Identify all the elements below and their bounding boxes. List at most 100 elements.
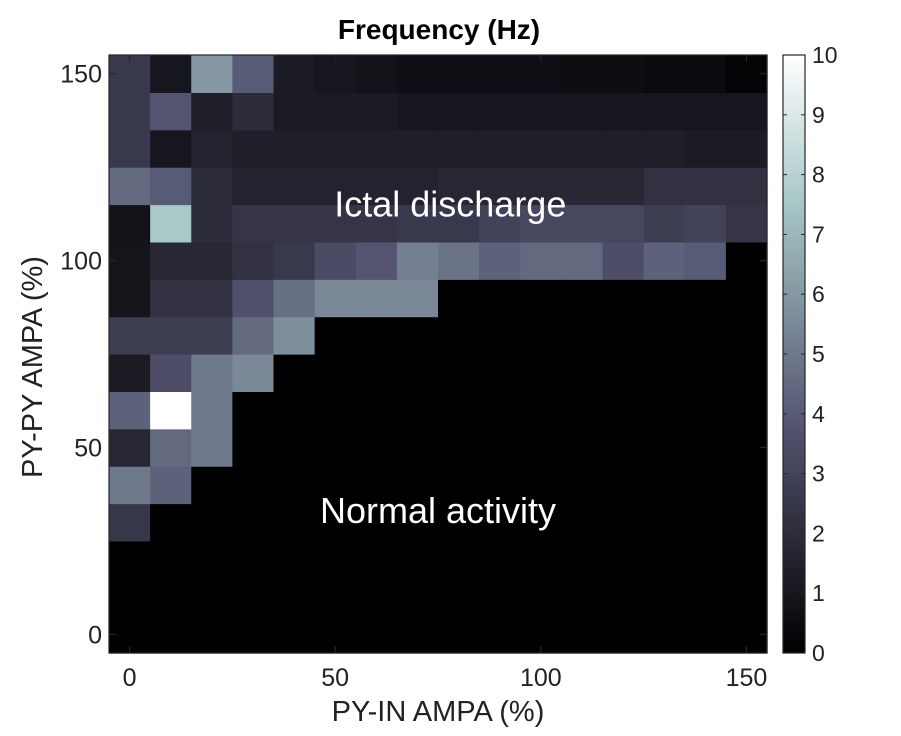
heatmap-cell bbox=[232, 503, 275, 542]
heatmap-cell bbox=[520, 466, 562, 505]
heatmap-cell bbox=[109, 391, 151, 430]
heatmap-cell bbox=[232, 316, 275, 355]
heatmap-cell bbox=[479, 167, 521, 206]
heatmap-cell bbox=[150, 241, 192, 280]
heatmap-cell bbox=[602, 391, 645, 430]
heatmap-cell bbox=[684, 578, 727, 617]
heatmap-cell bbox=[684, 55, 727, 93]
heatmap-cell bbox=[273, 92, 316, 131]
heatmap-cell bbox=[643, 428, 686, 467]
heatmap-cell bbox=[520, 129, 562, 168]
heatmap-cell bbox=[191, 241, 233, 280]
heatmap-cell bbox=[643, 466, 686, 505]
heatmap-cell bbox=[643, 204, 686, 243]
heatmap-cell bbox=[191, 391, 233, 430]
y-tick-label: 150 bbox=[60, 61, 102, 89]
heatmap-cell bbox=[684, 540, 727, 579]
heatmap-cell bbox=[191, 428, 233, 467]
heatmap-cell bbox=[561, 241, 604, 280]
heatmap-cell bbox=[191, 55, 233, 93]
heatmap-cell bbox=[314, 167, 357, 206]
heatmap-cell bbox=[150, 316, 192, 355]
heatmap-cell bbox=[520, 167, 562, 206]
heatmap-cell bbox=[396, 279, 439, 318]
heatmap-cell bbox=[643, 316, 686, 355]
heatmap-cell bbox=[602, 129, 645, 168]
colorbar-tick-label: 3 bbox=[812, 461, 825, 487]
heatmap-cell bbox=[150, 129, 192, 168]
heatmap-cell bbox=[438, 204, 480, 243]
heatmap-cell bbox=[232, 391, 275, 430]
heatmap-cell bbox=[520, 204, 562, 243]
heatmap-cell bbox=[561, 466, 604, 505]
heatmap-cell bbox=[438, 354, 480, 392]
heatmap-cell bbox=[150, 578, 192, 617]
heatmap-cell bbox=[438, 540, 480, 579]
heatmap-cell bbox=[150, 354, 192, 392]
heatmap-cell bbox=[396, 55, 439, 93]
heatmap-cell bbox=[561, 503, 604, 542]
heatmap-cell bbox=[273, 391, 316, 430]
x-tick-label: 100 bbox=[520, 664, 562, 692]
heatmap-cell bbox=[232, 55, 275, 93]
heatmap-cell bbox=[602, 466, 645, 505]
heatmap-cell bbox=[150, 167, 192, 206]
heatmap-cell bbox=[561, 428, 604, 467]
heatmap-cell bbox=[150, 540, 192, 579]
heatmap-cell bbox=[520, 503, 562, 542]
heatmap-cell bbox=[725, 204, 768, 243]
heatmap-cell bbox=[314, 540, 357, 579]
heatmap-cell bbox=[109, 279, 151, 318]
colorbar-tick-label: 0 bbox=[812, 640, 825, 666]
heatmap-cell bbox=[643, 167, 686, 206]
heatmap-cell bbox=[273, 540, 316, 579]
heatmap-cell bbox=[684, 615, 727, 654]
heatmap-cell bbox=[232, 578, 275, 617]
y-tick-label: 50 bbox=[74, 434, 102, 462]
heatmap-cell bbox=[438, 615, 480, 654]
heatmap-cell bbox=[314, 578, 357, 617]
heatmap-cell bbox=[725, 316, 768, 355]
x-tick-label: 150 bbox=[726, 664, 768, 692]
heatmap-cell bbox=[273, 241, 316, 280]
heatmap-cell bbox=[479, 354, 521, 392]
heatmap-cell bbox=[643, 55, 686, 93]
heatmap-cell bbox=[438, 466, 480, 505]
colorbar-tick-label: 1 bbox=[812, 580, 825, 606]
heatmap-cell bbox=[643, 391, 686, 430]
heatmap-cell bbox=[150, 92, 192, 131]
heatmap-cell bbox=[643, 540, 686, 579]
heatmap-cell bbox=[725, 503, 768, 542]
heatmap-cell bbox=[725, 167, 768, 206]
heatmap-cell bbox=[479, 55, 521, 93]
heatmap-cell bbox=[479, 316, 521, 355]
heatmap-cell bbox=[684, 167, 727, 206]
heatmap-cell bbox=[191, 92, 233, 131]
heatmap-cell bbox=[479, 241, 521, 280]
heatmap-cell bbox=[232, 354, 275, 392]
heatmap-cell bbox=[273, 615, 316, 654]
heatmap-cell bbox=[191, 578, 233, 617]
colorbar-tick-label: 9 bbox=[812, 102, 825, 128]
heatmap-cell bbox=[438, 428, 480, 467]
heatmap-cell bbox=[684, 354, 727, 392]
heatmap-cell bbox=[355, 241, 398, 280]
heatmap-cell bbox=[479, 428, 521, 467]
heatmap-cell bbox=[314, 129, 357, 168]
heatmap-cell bbox=[438, 92, 480, 131]
heatmap-cell bbox=[232, 167, 275, 206]
heatmap-cell bbox=[314, 241, 357, 280]
heatmap-cell bbox=[314, 503, 357, 542]
heatmap-cell bbox=[684, 92, 727, 131]
heatmap-cell bbox=[396, 391, 439, 430]
heatmap-cell bbox=[438, 503, 480, 542]
heatmap-cell bbox=[684, 466, 727, 505]
heatmap-cell bbox=[684, 391, 727, 430]
heatmap-cell bbox=[479, 578, 521, 617]
heatmap-cell bbox=[314, 428, 357, 467]
heatmap-cell bbox=[232, 92, 275, 131]
heatmap-cell bbox=[602, 428, 645, 467]
heatmap-cell bbox=[355, 204, 398, 243]
region-annotation: Ictal discharge bbox=[334, 184, 566, 225]
